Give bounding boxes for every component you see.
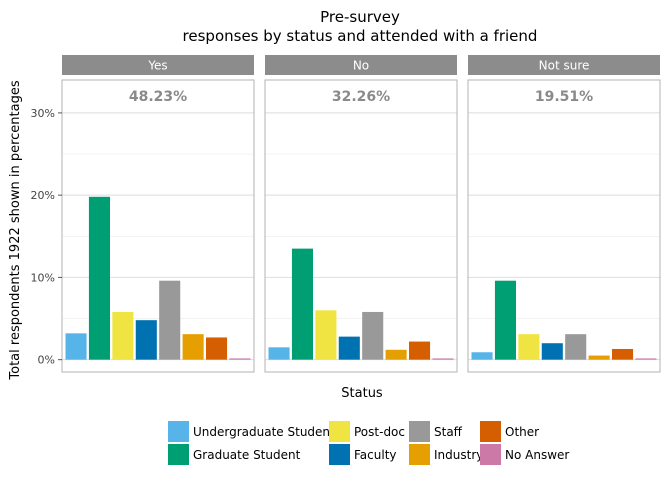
panel-border bbox=[61, 79, 255, 373]
y-axis-label: Total respondents 1922 shown in percenta… bbox=[8, 80, 23, 380]
bar-staff bbox=[159, 280, 181, 360]
legend-item-post-doc: Post-doc bbox=[329, 421, 405, 442]
bar-post-doc bbox=[112, 311, 134, 360]
facet-panel-yes: Yes 48.23% bbox=[61, 55, 255, 373]
legend-label-faculty: Faculty bbox=[354, 448, 397, 462]
bar-post-doc bbox=[315, 310, 337, 360]
bar-no-answer bbox=[229, 358, 251, 360]
chart-title-line2: responses by status and attended with a … bbox=[183, 27, 538, 45]
facet-strip bbox=[265, 55, 457, 75]
facet-strip bbox=[468, 55, 660, 75]
legend-label-industry: Industry bbox=[434, 448, 483, 462]
facet-panel-not-sure: Not sure 19.51% bbox=[467, 55, 661, 373]
bar-industry bbox=[588, 355, 610, 360]
bar-faculty bbox=[338, 336, 360, 360]
legend-label-other: Other bbox=[505, 425, 539, 439]
bar-graduate-student bbox=[494, 280, 516, 360]
bar-undergraduate-student bbox=[65, 333, 87, 360]
x-axis-label: Status bbox=[341, 386, 383, 401]
legend-label-graduate-student: Graduate Student bbox=[193, 448, 301, 462]
facet-total-label: 48.23% bbox=[129, 89, 187, 105]
bar-no-answer bbox=[635, 358, 657, 360]
legend-item-industry: Industry bbox=[409, 444, 483, 465]
bar-graduate-student bbox=[88, 196, 110, 360]
bar-undergraduate-student bbox=[268, 347, 290, 360]
facet-total-label: 19.51% bbox=[535, 89, 593, 105]
legend-key-no-answer bbox=[480, 444, 501, 465]
legend-key-undergraduate-student bbox=[168, 421, 189, 442]
legend-key-staff bbox=[409, 421, 430, 442]
panel-border bbox=[467, 79, 661, 373]
bar-staff bbox=[362, 311, 384, 360]
bar-other bbox=[206, 337, 228, 360]
legend-label-post-doc: Post-doc bbox=[354, 425, 405, 439]
facet-panel-no: No 32.26% bbox=[264, 55, 458, 373]
chart-title-line1: Pre-survey bbox=[320, 8, 400, 26]
bar-staff bbox=[565, 334, 587, 360]
legend-item-no-answer: No Answer bbox=[480, 444, 569, 465]
bar-faculty bbox=[541, 343, 563, 360]
bar-undergraduate-student bbox=[471, 352, 493, 360]
facet-strip-label: No bbox=[353, 59, 369, 73]
legend: Undergraduate Student Graduate Student Pos… bbox=[168, 421, 569, 465]
panel-border bbox=[264, 79, 458, 373]
bar-faculty bbox=[135, 320, 157, 360]
bar-industry bbox=[385, 349, 407, 360]
legend-key-industry bbox=[409, 444, 430, 465]
facet-strip-label: Not sure bbox=[539, 59, 590, 73]
legend-item-faculty: Faculty bbox=[329, 444, 397, 465]
legend-item-other: Other bbox=[480, 421, 539, 442]
legend-key-faculty bbox=[329, 444, 350, 465]
bar-industry bbox=[182, 334, 204, 360]
legend-item-undergraduate-student: Undergraduate Student bbox=[168, 421, 335, 442]
legend-item-graduate-student: Graduate Student bbox=[168, 444, 301, 465]
legend-label-undergraduate-student: Undergraduate Student bbox=[193, 425, 335, 439]
legend-key-graduate-student bbox=[168, 444, 189, 465]
legend-label-no-answer: No Answer bbox=[505, 448, 569, 462]
facet-strip-label: Yes bbox=[147, 59, 167, 73]
bar-post-doc bbox=[518, 334, 540, 360]
y-tick-label: 30% bbox=[31, 107, 55, 120]
legend-key-other bbox=[480, 421, 501, 442]
y-tick-label: 0% bbox=[38, 354, 55, 367]
legend-label-staff: Staff bbox=[434, 425, 463, 439]
bar-other bbox=[612, 348, 634, 360]
legend-item-staff: Staff bbox=[409, 421, 463, 442]
legend-key-post-doc bbox=[329, 421, 350, 442]
bar-graduate-student bbox=[291, 248, 313, 360]
bar-other bbox=[409, 341, 431, 360]
facet-strip bbox=[62, 55, 254, 75]
y-axis: 0% 10% 20% 30% bbox=[31, 107, 62, 367]
y-tick-label: 20% bbox=[31, 189, 55, 202]
facet-total-label: 32.26% bbox=[332, 89, 390, 105]
y-tick-label: 10% bbox=[31, 271, 55, 284]
bar-no-answer bbox=[432, 358, 454, 360]
